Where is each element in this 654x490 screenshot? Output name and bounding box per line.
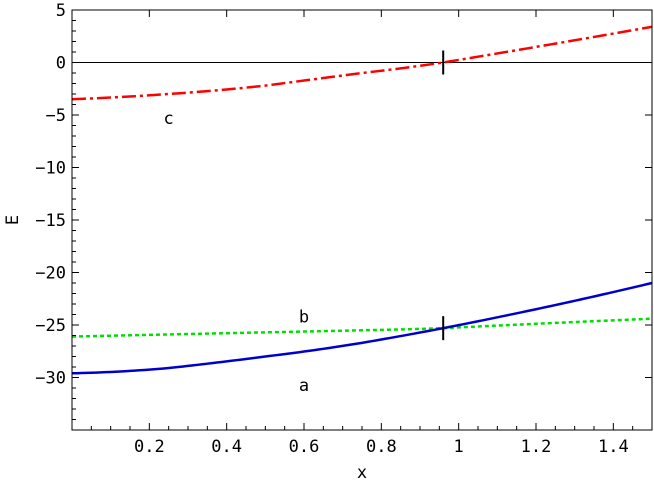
y-tick-label: 0 xyxy=(56,54,66,74)
y-tick-label: −20 xyxy=(35,264,66,284)
x-axis-label: x xyxy=(357,463,367,483)
y-tick-label: −15 xyxy=(35,211,66,231)
x-tick-label: 0.4 xyxy=(211,437,242,457)
y-axis-label: E xyxy=(3,215,23,225)
series-line-b xyxy=(71,317,653,338)
curve-label-a: a xyxy=(299,376,309,396)
x-tick-label: 0.6 xyxy=(289,437,320,457)
x-tick-label: 1.2 xyxy=(521,437,552,457)
series-line-a xyxy=(71,281,653,375)
y-tick-label: −10 xyxy=(35,159,66,179)
axes-layer xyxy=(71,9,653,431)
x-tick-label: 1 xyxy=(454,437,464,457)
y-tick-label: −30 xyxy=(35,369,66,389)
label-layer: 0.2 0.4 0.6 0.8 1 1.2 1.4 5 0 −5 −10 −15 −20 −25 −30 x E… xyxy=(3,1,629,483)
series-line-c xyxy=(71,25,653,101)
x-tick-label: 1.4 xyxy=(598,437,629,457)
plot-frame xyxy=(71,9,653,431)
x-tick-label: 0.2 xyxy=(134,437,165,457)
x-tick-label: 0.8 xyxy=(366,437,397,457)
y-tick-label: −5 xyxy=(46,106,66,126)
series-layer xyxy=(71,25,653,375)
curve-label-b: b xyxy=(299,308,309,328)
y-tick-label: 5 xyxy=(56,1,66,21)
y-tick-label: −25 xyxy=(35,316,66,336)
curve-label-c: c xyxy=(164,109,174,129)
